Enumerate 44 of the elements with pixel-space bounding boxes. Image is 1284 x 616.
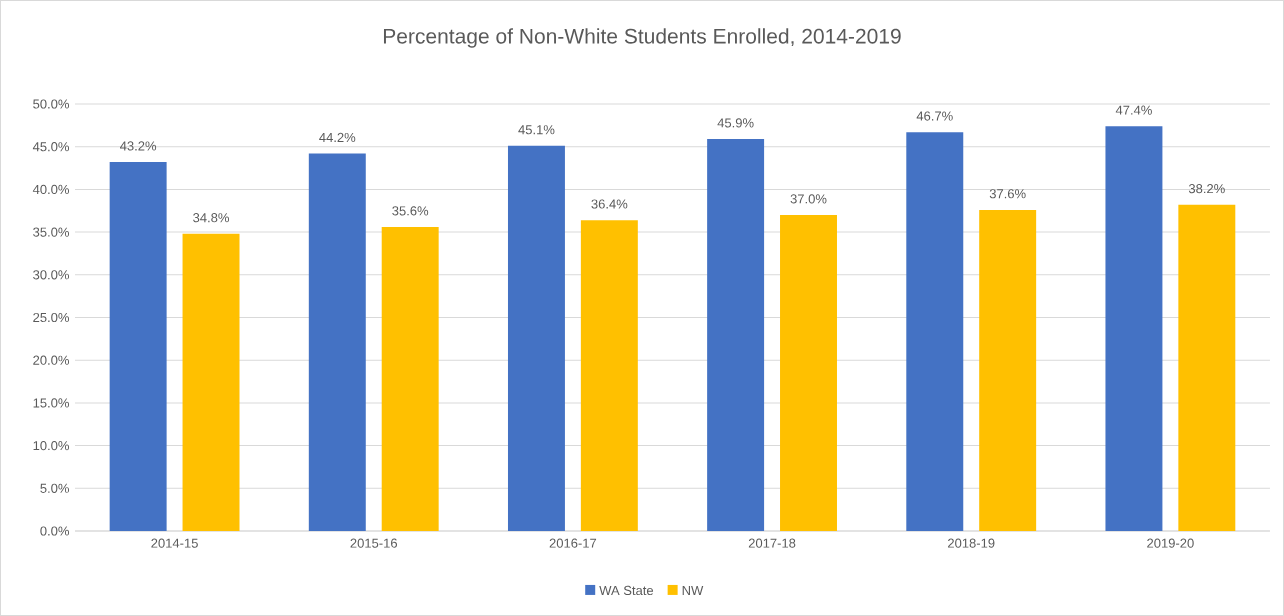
y-tick-label: 0.0% xyxy=(40,526,70,536)
y-tick-label: 50.0% xyxy=(33,99,70,109)
y-tick-label: 30.0% xyxy=(33,270,70,280)
data-label: 43.2% xyxy=(120,141,157,151)
x-tick-label: 2014-15 xyxy=(151,538,198,548)
y-tick-label: 35.0% xyxy=(33,227,70,237)
x-tick-label: 2015-16 xyxy=(350,538,398,548)
y-tick-label: 15.0% xyxy=(33,398,70,408)
x-tick-label: 2016-17 xyxy=(549,538,597,548)
x-tick-label: 2019-20 xyxy=(1147,538,1194,548)
bar xyxy=(906,132,964,531)
y-tick-label: 25.0% xyxy=(33,312,70,323)
bar xyxy=(580,220,638,531)
y-tick-label: 45.0% xyxy=(32,142,70,152)
data-label: 44.2% xyxy=(319,132,356,142)
data-label: 46.7% xyxy=(916,111,953,121)
y-tick-label: 20.0% xyxy=(33,355,70,365)
data-label: 45.1% xyxy=(518,125,555,135)
data-label: 35.6% xyxy=(392,206,429,216)
bar xyxy=(707,139,765,531)
bar xyxy=(1105,126,1163,531)
legend-label: WA State xyxy=(599,585,654,596)
data-label: 34.8% xyxy=(193,213,229,223)
data-label: 45.9% xyxy=(717,118,754,128)
bar xyxy=(182,233,240,531)
bar xyxy=(979,209,1037,531)
bar xyxy=(381,226,439,531)
y-tick-label: 10.0% xyxy=(33,440,70,451)
data-label: 37.6% xyxy=(989,189,1026,199)
y-tick-label: 40.0% xyxy=(32,184,70,194)
legend-label: NW xyxy=(682,586,704,595)
bar xyxy=(780,215,837,531)
y-tick-label: 5.0% xyxy=(40,483,70,493)
bar xyxy=(507,145,565,531)
chart-title: Percentage of Non-White Students Enrolled, 2014-2019 xyxy=(383,28,901,48)
data-label: 36.4% xyxy=(591,199,628,209)
bar xyxy=(109,162,167,531)
data-label: 47.4% xyxy=(1115,105,1152,115)
bar xyxy=(1178,204,1236,531)
data-label: 38.2% xyxy=(1188,184,1225,194)
bar xyxy=(308,153,366,531)
data-label: 37.0% xyxy=(790,194,827,204)
x-tick-label: 2017-18 xyxy=(748,538,796,548)
x-tick-label: 2018-19 xyxy=(948,538,995,548)
